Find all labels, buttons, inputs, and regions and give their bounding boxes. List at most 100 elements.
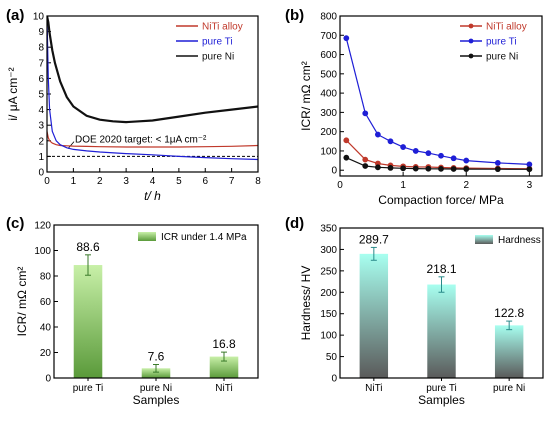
y-tick-label: 50 (326, 352, 338, 363)
y-tick-label: 120 (34, 221, 51, 232)
data-point (400, 144, 407, 150)
y-tick-label: 500 (320, 69, 337, 80)
data-point (362, 156, 369, 163)
y-tick-label: 6 (38, 74, 44, 85)
y-tick-label: 10 (33, 12, 45, 23)
x-tick-label: 4 (150, 176, 156, 187)
legend-label: pure Ti (202, 37, 233, 48)
legend-label: pure Ti (486, 37, 517, 48)
category-label: NiTi (365, 383, 382, 394)
y-tick-label: 40 (40, 323, 52, 334)
legend-label: ICR under 1.4 MPa (161, 232, 247, 243)
legend-label: pure Ni (202, 52, 234, 63)
y-tick-label: 200 (320, 127, 337, 138)
annotation-text: DOE 2020 target: < 1μA cm⁻² (75, 134, 207, 145)
y-axis-label: Hardness/ HV (299, 266, 313, 341)
y-tick-label: 250 (320, 266, 337, 277)
bar (427, 284, 456, 378)
data-point (400, 165, 407, 172)
data-point (526, 161, 533, 168)
chart-panel-3: (d) 0 50 100 150 200 250 300 350 NiTi pure Ti pure … (285, 215, 544, 407)
data-point (425, 165, 432, 172)
data-point (450, 155, 457, 162)
x-tick-label: 6 (202, 176, 208, 187)
chart-panel-0: (a) 0 1 2 3 4 5 6 7 8 9 10 0 1 2 3 4 5 6 7 8 t/ h i/ μA cm⁻² DO… (6, 7, 261, 203)
plot-frame (46, 15, 259, 173)
data-point (343, 35, 350, 42)
data-point (387, 138, 394, 145)
data-point (412, 148, 419, 154)
y-tick-label: 20 (40, 348, 52, 359)
data-point (494, 166, 501, 173)
series-line-pure-ti (47, 16, 258, 161)
y-tick-label: 0 (331, 166, 337, 177)
x-axis-label: Samples (133, 393, 180, 407)
x-tick-label: 0 (44, 176, 50, 187)
y-axis-label: ICR/ mΩ cm² (15, 267, 29, 337)
data-point (343, 154, 350, 161)
panel-label: (a) (6, 7, 24, 24)
value-label: 218.1 (426, 262, 456, 276)
category-label: pure Ni (140, 383, 172, 394)
data-point (362, 163, 369, 169)
legend-swatch (138, 232, 156, 241)
category-label: pure Ti (73, 383, 104, 394)
x-tick-label: 3 (123, 176, 129, 187)
data-point (450, 166, 457, 172)
x-axis-label: Compaction force/ MPa (378, 193, 504, 207)
y-tick-label: 9 (38, 27, 44, 38)
y-tick-label: 200 (320, 288, 337, 299)
y-tick-label: 3 (38, 121, 44, 132)
legend-label: NiTi alloy (202, 22, 243, 33)
y-tick-label: 4 (38, 105, 44, 116)
bar (359, 253, 389, 378)
x-tick-label: 0 (337, 180, 343, 191)
y-tick-label: 60 (40, 297, 52, 308)
series-line-niti-alloy (345, 139, 530, 170)
data-point (343, 137, 350, 144)
y-tick-label: 0 (45, 374, 51, 385)
y-tick-label: 5 (38, 90, 44, 101)
y-tick-label: 100 (320, 146, 337, 157)
legend-marker (468, 53, 474, 59)
data-point (362, 110, 369, 117)
value-label: 88.6 (76, 240, 100, 254)
series-line-niti-alloy (47, 131, 258, 148)
value-label: 16.8 (212, 337, 236, 351)
y-tick-label: 300 (320, 108, 337, 119)
x-tick-label: 5 (176, 176, 182, 187)
data-point (412, 165, 419, 172)
category-label: pure Ti (426, 383, 457, 394)
y-tick-label: 300 (320, 245, 337, 256)
annotation-arrow (67, 141, 75, 149)
legend-label: NiTi alloy (486, 22, 527, 33)
series-line-pure-ti (345, 38, 530, 165)
category-label: pure Ni (493, 383, 525, 394)
y-tick-label: 600 (320, 50, 337, 61)
chart-panel-2: (c) 0 20 40 60 80 100 120 pure Ti pure Ni NiTi Samp… (6, 215, 259, 407)
data-point (463, 157, 470, 164)
plot-frame (53, 224, 259, 379)
legend-label: Hardness (498, 235, 541, 246)
bar (494, 325, 524, 378)
bar (209, 356, 239, 378)
y-tick-label: 100 (320, 331, 337, 342)
data-point (387, 165, 394, 171)
y-tick-label: 350 (320, 224, 337, 235)
y-tick-label: 0 (331, 374, 337, 385)
panel-label: (d) (285, 215, 304, 232)
category-label: NiTi (215, 383, 232, 394)
data-point (438, 165, 444, 172)
data-point (374, 131, 381, 138)
legend-marker (468, 38, 474, 44)
y-tick-label: 0 (38, 168, 44, 179)
x-tick-label: 8 (255, 176, 261, 187)
y-tick-label: 150 (320, 309, 337, 320)
y-tick-label: 700 (320, 31, 337, 42)
y-axis-label: i/ μA cm⁻² (6, 67, 20, 120)
y-tick-label: 100 (34, 246, 51, 257)
y-tick-label: 2 (38, 136, 44, 147)
legend-swatch (475, 235, 493, 244)
y-tick-label: 7 (38, 58, 44, 69)
